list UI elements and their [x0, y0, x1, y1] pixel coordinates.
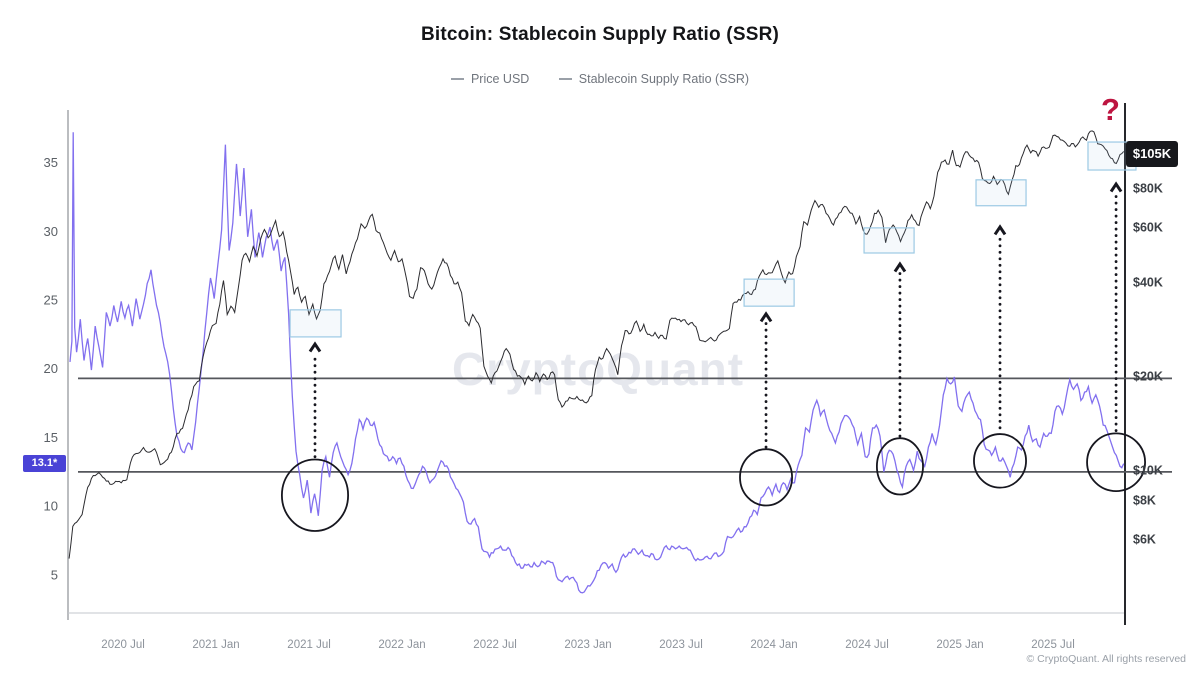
- price-series-dash-icon: [450, 77, 464, 80]
- x-tick: 2021 Jul: [287, 639, 330, 651]
- x-tick: 2025 Jan: [936, 639, 983, 651]
- price-highlight-box-1: [289, 309, 342, 338]
- ssr-current-badge: 13.1*: [23, 455, 66, 472]
- ssr-trough-circle-4: [973, 433, 1027, 489]
- price-highlight-box-3: [863, 227, 915, 254]
- y-right-tick: $20K: [1133, 370, 1163, 384]
- x-tick: 2021 Jan: [192, 639, 239, 651]
- x-tick: 2023 Jul: [659, 639, 702, 651]
- x-tick: 2024 Jan: [750, 639, 797, 651]
- legend-item-price[interactable]: Price USD: [450, 72, 530, 86]
- up-arrow-head-icon-1: [308, 341, 322, 353]
- y-right-tick: $6K: [1133, 533, 1156, 547]
- x-tick: 2020 Jul: [101, 639, 144, 651]
- price-highlight-box-4: [975, 179, 1027, 207]
- up-arrow-head-icon-3: [893, 261, 907, 273]
- y-left-tick: 5: [51, 567, 58, 582]
- price-current-badge: $105K: [1126, 141, 1178, 167]
- ssr-trough-circle-3: [875, 437, 924, 496]
- up-arrow-head-icon-4: [993, 224, 1007, 236]
- price-highlight-box-2: [743, 278, 795, 307]
- x-tick: 2022 Jan: [378, 639, 425, 651]
- ssr-series-line: [69, 132, 1125, 594]
- x-tick: 2022 Jul: [473, 639, 516, 651]
- y-left-tick: 30: [44, 224, 58, 239]
- chart-legend: Price USD Stablecoin Supply Ratio (SSR): [0, 72, 1200, 86]
- ssr-trough-circle-1: [280, 458, 350, 532]
- y-left-tick: 20: [44, 361, 58, 376]
- legend-item-ssr[interactable]: Stablecoin Supply Ratio (SSR): [558, 72, 750, 86]
- y-right-tick: $10K: [1133, 463, 1163, 477]
- y-right-tick: $40K: [1133, 276, 1163, 290]
- y-left-tick: 15: [44, 430, 58, 445]
- y-left-tick: 10: [44, 499, 58, 514]
- question-mark-annotation: ?: [1101, 92, 1120, 127]
- y-left-tick: 25: [44, 292, 58, 307]
- ssr-trough-circle-2: [739, 448, 793, 507]
- ssr-trough-circle-5: [1086, 432, 1146, 492]
- ssr-series-dash-icon: [558, 77, 572, 80]
- y-right-tick: $80K: [1133, 182, 1163, 196]
- y-right-tick: $8K: [1133, 494, 1156, 508]
- up-arrow-head-icon-2: [759, 311, 773, 323]
- copyright-footer: © CryptoQuant. All rights reserved: [1026, 653, 1186, 665]
- x-tick: 2025 Jul: [1031, 639, 1074, 651]
- y-right-tick: $60K: [1133, 221, 1163, 235]
- price-series-line: [68, 130, 1125, 559]
- legend-label-ssr: Stablecoin Supply Ratio (SSR): [578, 72, 750, 86]
- page-title: Bitcoin: Stablecoin Supply Ratio (SSR): [420, 24, 780, 45]
- up-arrow-head-icon-5: [1109, 181, 1123, 193]
- x-tick: 2024 Jul: [845, 639, 888, 651]
- legend-label-price: Price USD: [470, 72, 530, 86]
- y-left-tick: 35: [44, 155, 58, 170]
- x-tick: 2023 Jan: [564, 639, 611, 651]
